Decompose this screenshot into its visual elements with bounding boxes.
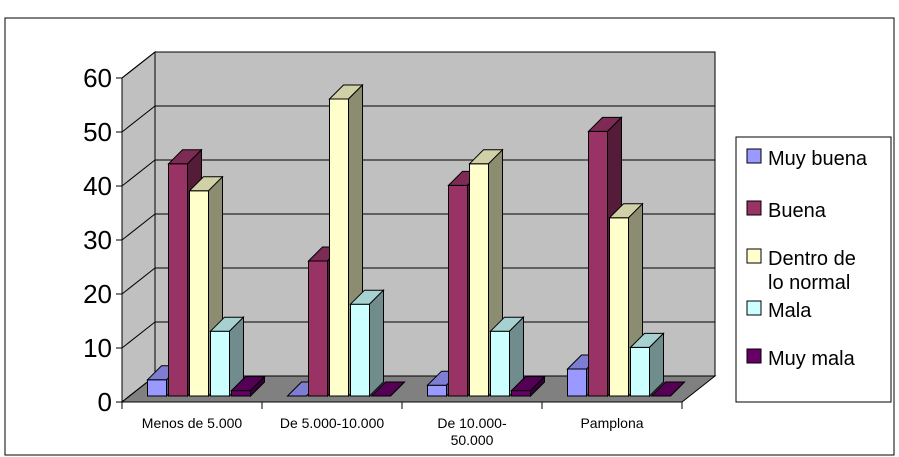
bar-front <box>609 217 629 397</box>
bar-front <box>231 390 251 397</box>
legend-label-line: Buena <box>768 200 827 222</box>
legend-label: Buena <box>768 200 827 222</box>
x-tick-label-line: De 5.000-10.000 <box>280 415 385 431</box>
bar-side <box>670 381 685 397</box>
legend-swatch <box>746 200 762 216</box>
gridline-side <box>121 51 156 79</box>
legend-label: Dentro de lo normal <box>768 248 856 294</box>
bar-front <box>329 98 349 397</box>
y-axis: 0 10 20 30 40 50 60 <box>83 63 123 417</box>
bar-front <box>308 260 328 397</box>
bar-front <box>588 130 608 397</box>
y-tick-label: 60 <box>83 63 112 93</box>
bar-front <box>567 368 587 397</box>
x-tick-label: De 10.000-50.000 <box>437 415 507 448</box>
legend-label-line: Muy buena <box>768 148 868 170</box>
legend: Muy buena Buena Dentro de lo normal Mala Muy … <box>735 136 892 403</box>
legend-swatch <box>746 348 762 364</box>
bar-side <box>530 375 545 398</box>
gridline-side <box>121 267 156 295</box>
y-tick-label: 40 <box>83 171 112 201</box>
bar-front <box>350 303 370 397</box>
x-tick-label: Pamplona <box>580 415 643 431</box>
x-tick-label-line: Pamplona <box>580 415 643 431</box>
gridline-side <box>121 213 156 241</box>
bar-side <box>369 288 384 398</box>
legend-label-line: Mala <box>768 300 812 322</box>
plot-area <box>120 50 717 404</box>
legend-label: Mala <box>768 300 812 322</box>
bar-front <box>147 379 167 397</box>
bar-front <box>189 190 209 397</box>
legend-box <box>735 136 892 403</box>
x-tick-label-line: De 10.000- <box>437 415 507 431</box>
bar-side <box>649 332 664 398</box>
y-tick-label: 10 <box>83 333 112 363</box>
bar-side <box>250 375 265 398</box>
x-tick-label-line: 50.000 <box>451 432 494 448</box>
bar <box>230 375 266 398</box>
gridline-side <box>121 321 156 349</box>
bar <box>650 381 686 397</box>
legend-label: Muy buena <box>768 148 868 170</box>
legend-label-line: Muy mala <box>768 348 856 370</box>
legend-label: Muy mala <box>768 348 856 370</box>
x-axis: Menos de 5.000 De 5.000-10.000 De 10.000-5… <box>121 401 683 448</box>
bar <box>489 315 525 398</box>
y-tick-label: 20 <box>83 279 112 309</box>
bar-front <box>427 384 447 397</box>
legend-swatch <box>746 148 762 164</box>
bar-front <box>490 330 510 397</box>
bar-front <box>448 184 468 397</box>
gridline-side <box>121 159 156 187</box>
bar <box>629 332 665 398</box>
y-tick-label: 30 <box>83 225 112 255</box>
legend-swatch <box>746 300 762 316</box>
bar-front <box>210 330 230 397</box>
y-tick-label: 0 <box>98 387 112 417</box>
y-tick-label: 50 <box>83 117 112 147</box>
bar-side <box>390 381 405 397</box>
bar <box>209 315 245 398</box>
legend-label-line: lo normal <box>768 272 850 294</box>
bar-front <box>469 163 489 397</box>
bar <box>510 375 546 398</box>
legend-swatch <box>746 248 762 264</box>
bar <box>370 381 406 397</box>
x-tick-label: De 5.000-10.000 <box>280 415 385 431</box>
bar <box>349 288 385 398</box>
legend-label-line: Dentro de <box>768 248 856 270</box>
x-tick-label: Menos de 5.000 <box>142 415 243 431</box>
bar-front <box>168 163 188 397</box>
bar-front <box>630 346 650 397</box>
x-tick-label-line: Menos de 5.000 <box>142 415 243 431</box>
bar-front <box>511 390 531 397</box>
gridline-side <box>121 105 156 133</box>
